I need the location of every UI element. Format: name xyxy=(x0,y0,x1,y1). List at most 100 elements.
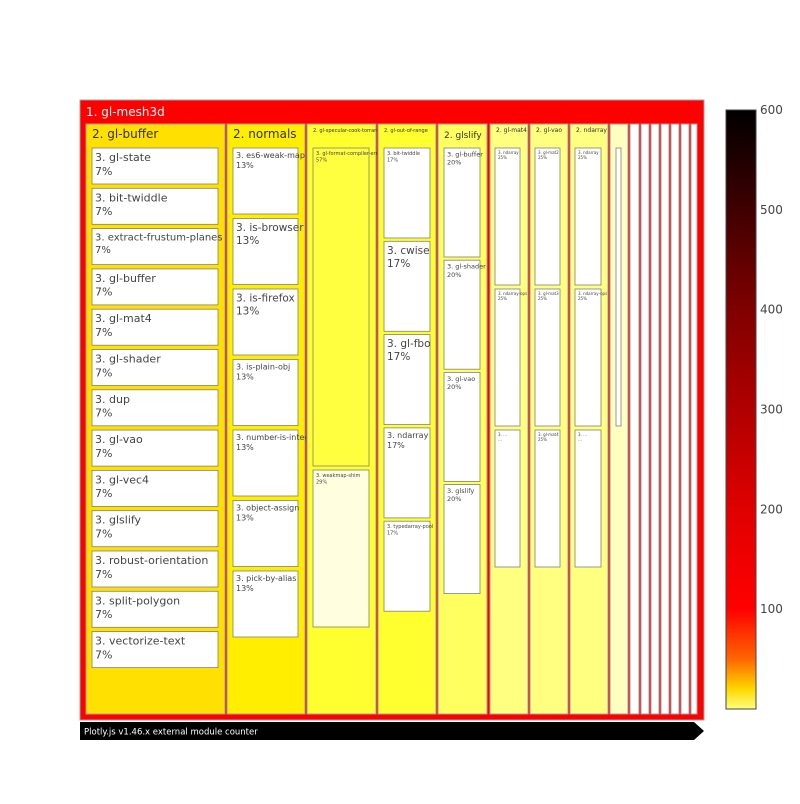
colorbar-tick-label: 500 xyxy=(760,203,783,217)
leaf-percent: 7% xyxy=(95,205,112,218)
leaf-label: 3. gl-shader xyxy=(95,353,161,366)
leaf-label: 3. gl-fbo xyxy=(387,338,431,350)
leaf-percent: 7% xyxy=(95,648,112,661)
leaf-label: 3. typedarray-pool xyxy=(387,524,433,530)
leaf-label: 3. weakmap-shim xyxy=(316,473,361,479)
leaf-node xyxy=(91,147,219,185)
leaf-percent: 17% xyxy=(387,441,405,450)
leaf-label: 3. gl-vao xyxy=(447,375,475,383)
leaf-node xyxy=(443,371,481,482)
colorbar-tick-label: 400 xyxy=(760,303,783,317)
leaf-label: 3. gl-mat4 xyxy=(95,312,152,325)
pathbar-label: Plotly.js v1.46.x external module counte… xyxy=(84,728,258,738)
leaf-label: 3. es6-weak-map xyxy=(236,151,305,160)
leaf-percent: 7% xyxy=(95,165,112,178)
colorbar-tick-label: 200 xyxy=(760,502,783,516)
leaf-percent: 25% xyxy=(498,155,507,160)
leaf-node xyxy=(91,349,219,386)
leaf-node xyxy=(383,334,431,426)
leaf-percent: 20% xyxy=(447,383,461,391)
leaf-percent: 17% xyxy=(387,351,410,363)
leaf-node xyxy=(574,147,602,286)
leaf-node xyxy=(91,268,219,306)
leaf-percent: 17% xyxy=(387,157,398,163)
leaf-label: 3. ndarray-ops xyxy=(498,291,527,296)
leaf-node xyxy=(494,288,521,427)
leaf-percent: 7% xyxy=(95,245,111,256)
leaf-percent: 13% xyxy=(236,443,254,452)
leaf-percent: 7% xyxy=(95,608,112,621)
leaf-node xyxy=(232,500,299,567)
leaf-percent: 13% xyxy=(236,306,259,318)
leaf-percent: 7% xyxy=(95,407,112,420)
parent-node xyxy=(640,123,650,715)
leaf-percent: 13% xyxy=(236,584,254,593)
leaf-label: 3. glslify xyxy=(95,514,142,527)
leaf-node xyxy=(574,429,602,568)
leaf-label: 3. extract-frustum-planes xyxy=(95,233,223,244)
leaf-node xyxy=(443,259,481,370)
parent-node xyxy=(670,123,680,715)
leaf-node xyxy=(574,288,602,427)
leaf-node xyxy=(91,510,219,548)
leaf-percent: 7% xyxy=(95,326,112,339)
leaf-label: 3. gl-mat4 xyxy=(538,432,559,437)
parent-label: 2. gl-out-of-range xyxy=(384,128,428,134)
leaf-node xyxy=(91,228,219,266)
leaf-node xyxy=(232,429,299,497)
leaf-label: 3. split-polygon xyxy=(95,594,180,607)
leaf-node xyxy=(383,147,431,239)
leaf-percent: 7% xyxy=(95,527,112,540)
leaf-percent: 7% xyxy=(95,487,112,500)
parent-label: 2. gl-mat4 xyxy=(496,127,527,134)
leaf-label: 3. is-plain-obj xyxy=(236,363,290,372)
leaf-node xyxy=(91,590,219,628)
leaf-node xyxy=(232,359,299,426)
leaf-node xyxy=(443,147,481,258)
leaf-percent: 13% xyxy=(236,235,259,247)
parent-node xyxy=(629,123,640,715)
leaf-node xyxy=(534,288,561,427)
leaf-percent: 7% xyxy=(95,286,112,299)
leaf-label: 3. ndarray xyxy=(578,150,599,155)
leaf-label: 3. pick-by-alias xyxy=(236,574,296,583)
leaf-node xyxy=(91,631,219,668)
colorbar-tick-label: 600 xyxy=(760,103,783,117)
parent-node xyxy=(660,123,670,715)
leaf-node xyxy=(91,389,219,427)
leaf-label: 3. is-browser xyxy=(236,222,304,234)
colorbar-tick-label: 100 xyxy=(760,602,783,616)
leaf-label: 3. number-is-integer xyxy=(236,433,318,442)
leaf-percent: 57% xyxy=(316,157,327,163)
leaf-node xyxy=(383,427,431,519)
parent-label: 2. gl-specular-cook-torrance xyxy=(313,128,383,134)
leaf-node xyxy=(91,429,219,467)
parent-label: 2. gl-buffer xyxy=(92,127,158,141)
leaf-percent: 25% xyxy=(538,437,547,442)
leaf-percent: 7% xyxy=(95,568,112,581)
leaf-node xyxy=(494,147,521,286)
leaf-percent: 7% xyxy=(95,447,112,460)
parent-label: 2. gl-vao xyxy=(536,127,562,134)
leaf-node xyxy=(91,308,219,346)
leaf-node xyxy=(383,240,431,332)
leaf-percent: 13% xyxy=(236,161,254,170)
leaf-node xyxy=(91,469,219,507)
leaf-percent: 20% xyxy=(447,495,461,503)
leaf-percent: 25% xyxy=(578,155,587,160)
leaf-label: 3. gl-mat2 xyxy=(538,150,559,155)
parent-node xyxy=(690,123,698,715)
leaf-percent: 13% xyxy=(236,373,254,382)
parent-node xyxy=(680,123,690,715)
leaf-node xyxy=(232,288,299,356)
leaf-percent: 25% xyxy=(498,296,507,301)
leaf-label: 3. bit-twiddle xyxy=(387,151,420,157)
leaf-label: 3. … xyxy=(578,432,587,437)
leaf-label: 3. glslify xyxy=(447,487,474,495)
leaf-label: 3. gl-vec4 xyxy=(95,473,149,486)
leaf-label: 3. ndarray xyxy=(387,431,429,440)
leaf-node xyxy=(91,187,219,225)
leaf-label: 3. dup xyxy=(95,393,130,406)
leaf-label: 3. cwise xyxy=(387,245,430,257)
